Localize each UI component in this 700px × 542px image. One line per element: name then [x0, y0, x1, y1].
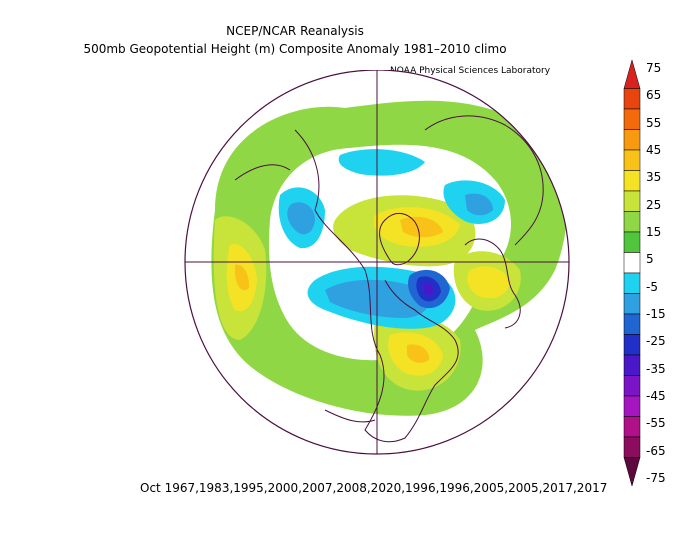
colorbar-swatch — [623, 272, 641, 294]
colorbar-tick-label: -65 — [646, 443, 666, 458]
colorbar-swatch — [623, 149, 641, 171]
colorbar-swatch — [623, 108, 641, 130]
credit-label: NOAA Physical Sciences Laboratory — [390, 66, 551, 76]
colorbar-tick-label: 15 — [646, 225, 662, 239]
colorbar-tick-label: 65 — [646, 88, 662, 103]
colorbar-swatch — [623, 313, 641, 335]
colorbar — [623, 59, 641, 487]
colorbar-tick-label: -75 — [646, 471, 666, 485]
colorbar-swatch — [623, 170, 641, 192]
colorbar-swatch — [623, 354, 641, 376]
colorbar-swatch — [623, 231, 641, 253]
greenland-outline — [379, 213, 420, 266]
colorbar-swatch — [623, 293, 641, 315]
colorbar-tick-label: 55 — [646, 115, 662, 130]
colorbar-swatch — [623, 436, 641, 458]
colorbar-swatch — [623, 395, 641, 417]
colorbar-tick-label: 35 — [646, 170, 662, 185]
colorbar-swatch — [623, 211, 641, 233]
colorbar-swatch — [623, 416, 641, 438]
composite-dates: Oct 1967,1983,1995,2000,2007,2008,2020,1… — [140, 481, 608, 495]
colorbar-tick-label: 75 — [646, 61, 662, 75]
colorbar-tick-label: 5 — [646, 252, 654, 267]
colorbar-tick-label: -5 — [646, 279, 658, 294]
europe-outline — [464, 238, 521, 329]
colorbar-swatch — [623, 88, 641, 110]
colorbar-tick-label: -25 — [646, 334, 666, 349]
colorbar-tick-label: 25 — [646, 197, 662, 212]
colorbar-swatch — [623, 190, 641, 212]
colorbar-swatch — [623, 457, 641, 487]
polar-map — [184, 70, 570, 455]
map-border — [184, 70, 570, 455]
colorbar-swatch — [623, 334, 641, 356]
colorbar-swatch — [623, 59, 641, 89]
chart-subtitle: 500mb Geopotential Height (m) Composite … — [83, 42, 507, 56]
coastlines — [234, 115, 544, 443]
colorbar-swatch — [623, 252, 641, 274]
colorbar-tick-label: -15 — [646, 307, 666, 321]
chart-title: NCEP/NCAR Reanalysis — [226, 24, 364, 38]
colorbar-swatch — [623, 375, 641, 397]
colorbar-swatch — [623, 129, 641, 151]
colorbar-tick-label: -35 — [646, 361, 666, 376]
arctic-trough — [338, 149, 425, 176]
asia-outline — [424, 115, 544, 246]
colorbar-tick-label: -45 — [646, 389, 666, 403]
colorbar-tick-label: -55 — [646, 416, 666, 431]
colorbar-tick-label: 45 — [646, 143, 662, 157]
north-america-outline — [294, 129, 459, 443]
